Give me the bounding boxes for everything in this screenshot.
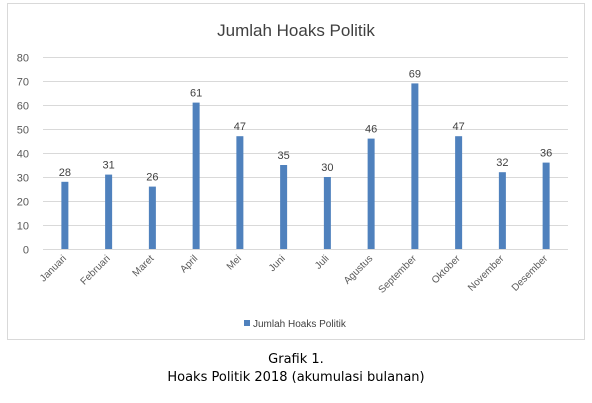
- bars: [61, 83, 550, 250]
- x-tick-label: April: [178, 253, 200, 275]
- bar: [455, 136, 463, 249]
- data-labels: 28 31 26 61 47 35 30 46 69 47 32 36: [59, 68, 553, 183]
- y-axis-tick-labels: 0 10 20 30 40 50 60 70 80: [17, 53, 29, 257]
- data-label: 46: [365, 124, 377, 136]
- data-label: 47: [234, 121, 246, 133]
- data-label: 36: [540, 148, 552, 160]
- figure-caption-title: Hoaks Politik 2018 (akumulasi bulanan): [167, 370, 425, 385]
- y-tick-label: 70: [17, 77, 29, 89]
- bar-chart: Jumlah Hoaks Politik 0 10 20 30 40 50 60 70 80 2…: [17, 21, 568, 330]
- figure-caption-number: Grafik 1.: [268, 352, 324, 367]
- bar: [542, 162, 550, 249]
- data-label: 35: [278, 150, 290, 162]
- x-tick-label: Februari: [79, 253, 113, 287]
- x-tick-label: Juli: [313, 253, 331, 271]
- chart-frame: [7, 3, 585, 340]
- bar: [498, 172, 506, 249]
- y-tick-label: 60: [17, 101, 29, 113]
- bar: [61, 181, 69, 249]
- data-label: 61: [190, 88, 202, 100]
- data-label: 31: [103, 160, 115, 172]
- data-label: 26: [146, 172, 158, 184]
- bar: [105, 174, 113, 249]
- x-axis-tick-labels: Januari Februari Maret April Mei Juni Juli Agus…: [38, 253, 551, 296]
- x-tick-label: Oktober: [430, 253, 463, 286]
- legend-swatch: [244, 320, 250, 326]
- y-tick-label: 30: [17, 173, 29, 185]
- chart-title: Jumlah Hoaks Politik: [217, 21, 375, 40]
- y-tick-label: 50: [17, 125, 29, 137]
- data-label: 47: [453, 121, 465, 133]
- bar: [148, 186, 156, 249]
- bar: [280, 165, 288, 249]
- y-tick-label: 10: [17, 221, 29, 233]
- bar: [411, 83, 419, 250]
- y-tick-label: 0: [23, 245, 29, 257]
- bar: [236, 136, 244, 249]
- x-tick-label: Januari: [38, 253, 69, 284]
- x-tick-label: Mei: [225, 253, 244, 272]
- legend-label: Jumlah Hoaks Politik: [253, 319, 347, 330]
- bar: [323, 177, 331, 249]
- x-tick-label: September: [377, 253, 420, 296]
- bar: [367, 138, 375, 249]
- x-tick-label: November: [466, 253, 507, 294]
- y-tick-label: 20: [17, 197, 29, 209]
- y-tick-label: 80: [17, 53, 29, 65]
- gridlines: [43, 57, 568, 250]
- y-tick-label: 40: [17, 149, 29, 161]
- bar: [192, 102, 200, 249]
- data-label: 30: [321, 162, 333, 174]
- data-label: 32: [496, 157, 508, 169]
- x-tick-label: Agustus: [342, 253, 375, 286]
- x-tick-label: Maret: [131, 253, 157, 279]
- data-label: 69: [409, 68, 421, 80]
- x-tick-label: Desember: [510, 253, 551, 294]
- data-label: 28: [59, 167, 71, 179]
- legend: Jumlah Hoaks Politik: [244, 319, 347, 330]
- x-tick-label: Juni: [267, 253, 288, 274]
